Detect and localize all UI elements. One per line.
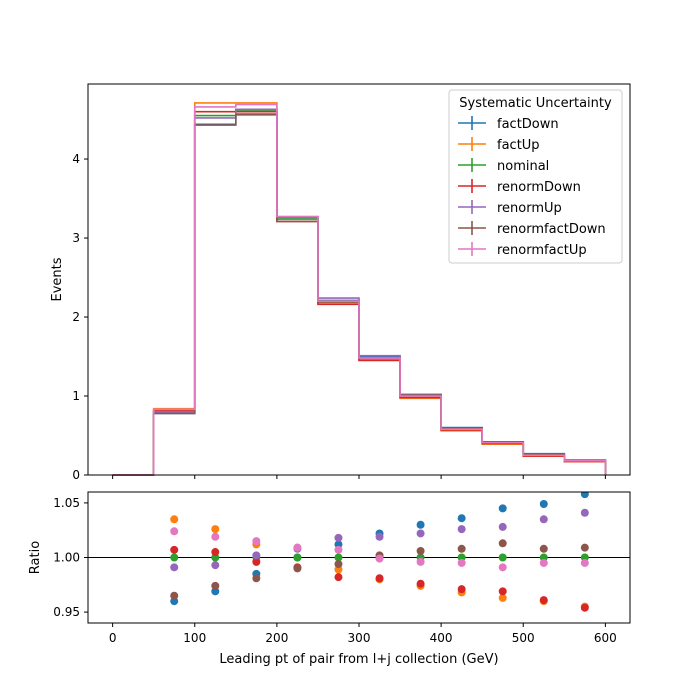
- ratio-point: [457, 544, 466, 553]
- bottom-x-tick-label: 500: [512, 631, 535, 645]
- top-y-tick-label: 2: [72, 310, 80, 324]
- ratio-point: [334, 545, 343, 554]
- legend-entry-renormUp: renormUp: [458, 200, 562, 216]
- ratio-series-renormfactUp: [170, 527, 589, 572]
- bottom-y-axis-label: Ratio: [28, 541, 43, 574]
- ratio-point: [457, 514, 466, 523]
- ratio-series-renormfactDown: [170, 539, 589, 600]
- legend-label: renormDown: [497, 180, 581, 195]
- top-y-tick-label: 3: [72, 231, 80, 245]
- ratio-point: [416, 520, 425, 529]
- ratio-point: [170, 515, 179, 524]
- ratio-point: [457, 585, 466, 594]
- legend-title: Systematic Uncertainty: [459, 96, 612, 111]
- ratio-point: [416, 579, 425, 588]
- top-y-tick-label: 0: [72, 468, 80, 482]
- legend-label: nominal: [497, 159, 549, 174]
- ratio-point: [334, 560, 343, 569]
- ratio-point: [498, 563, 507, 572]
- legend-entry-nominal: nominal: [458, 158, 549, 174]
- ratio-point: [580, 603, 589, 612]
- ratio-point: [293, 564, 302, 573]
- ratio-point: [293, 553, 302, 562]
- legend-entry-renormfactUp: renormfactUp: [458, 242, 587, 258]
- ratio-point: [580, 558, 589, 567]
- ratio-point: [539, 544, 548, 553]
- ratio-point: [211, 548, 220, 557]
- bottom-plot-ratio: 0 100 200 300 400 500 600 0.95 1.00 1.05 Ratio Lead…: [28, 491, 631, 667]
- ratio-point: [498, 553, 507, 562]
- bottom-x-tick-label: 100: [183, 631, 206, 645]
- ratio-point: [170, 553, 179, 562]
- ratio-point: [375, 554, 384, 563]
- top-y-axis-label: Events: [50, 257, 65, 301]
- ratio-point: [170, 591, 179, 600]
- histogram-series-renormfactUp: [112, 103, 607, 476]
- ratio-point: [211, 532, 220, 541]
- bottom-x-tick-label: 300: [348, 631, 371, 645]
- bottom-x-tick-label: 400: [430, 631, 453, 645]
- ratio-point: [498, 587, 507, 596]
- bottom-x-tick-label: 0: [109, 631, 117, 645]
- legend-entry-factDown: factDown: [458, 116, 559, 132]
- ratio-point: [252, 574, 261, 583]
- legend-label: renormfactDown: [497, 222, 606, 237]
- legend-entry-factUp: factUp: [458, 137, 540, 153]
- ratio-point: [293, 543, 302, 552]
- ratio-point: [170, 527, 179, 536]
- ratio-point: [539, 596, 548, 605]
- bottom-y-tick-label: 0.95: [53, 605, 80, 619]
- ratio-point: [170, 563, 179, 572]
- legend-label: factUp: [497, 138, 540, 153]
- ratio-point: [498, 504, 507, 513]
- ratio-point: [580, 492, 589, 499]
- ratio-point: [416, 557, 425, 566]
- x-axis-label: Leading pt of pair from l+j collection (…: [219, 652, 498, 667]
- ratio-point: [252, 551, 261, 560]
- ratio-point: [416, 529, 425, 538]
- top-y-tick-label: 4: [72, 152, 80, 166]
- top-plot-events: 0 1 2 3 4 Events Systematic Uncertainty factDow…: [50, 83, 631, 482]
- ratio-point: [334, 533, 343, 542]
- ratio-point: [580, 543, 589, 552]
- legend-label: factDown: [497, 117, 559, 132]
- legend-box: [448, 89, 623, 264]
- legend-entry-renormfactDown: renormfactDown: [458, 221, 606, 237]
- ratio-point: [539, 515, 548, 524]
- legend-entry-renormDown: renormDown: [458, 179, 581, 195]
- ratio-point: [457, 558, 466, 567]
- ratio-point: [498, 593, 507, 602]
- ratio-point: [416, 546, 425, 555]
- ratio-point: [334, 553, 343, 562]
- bottom-x-tick-label: 200: [265, 631, 288, 645]
- legend-label: renormfactUp: [497, 243, 587, 258]
- bottom-x-tick-label: 600: [594, 631, 617, 645]
- ratio-point: [252, 557, 261, 566]
- legend-label: renormUp: [497, 201, 562, 216]
- ratio-point: [211, 561, 220, 570]
- ratio-point: [457, 525, 466, 534]
- bottom-y-tick-label: 1.05: [53, 496, 80, 510]
- ratio-point: [498, 539, 507, 548]
- ratio-point: [334, 573, 343, 582]
- ratio-point: [539, 558, 548, 567]
- ratio-point: [170, 545, 179, 554]
- ratio-point: [252, 537, 261, 546]
- ratio-point: [375, 574, 384, 583]
- ratio-point: [211, 581, 220, 590]
- ratio-point: [539, 500, 548, 509]
- ratio-points: [170, 492, 589, 612]
- ratio-point: [498, 522, 507, 531]
- bottom-y-tick-label: 1.00: [53, 551, 80, 565]
- ratio-point: [211, 525, 220, 534]
- ratio-point: [375, 532, 384, 541]
- ratio-point: [580, 508, 589, 517]
- top-y-tick-label: 1: [72, 389, 80, 403]
